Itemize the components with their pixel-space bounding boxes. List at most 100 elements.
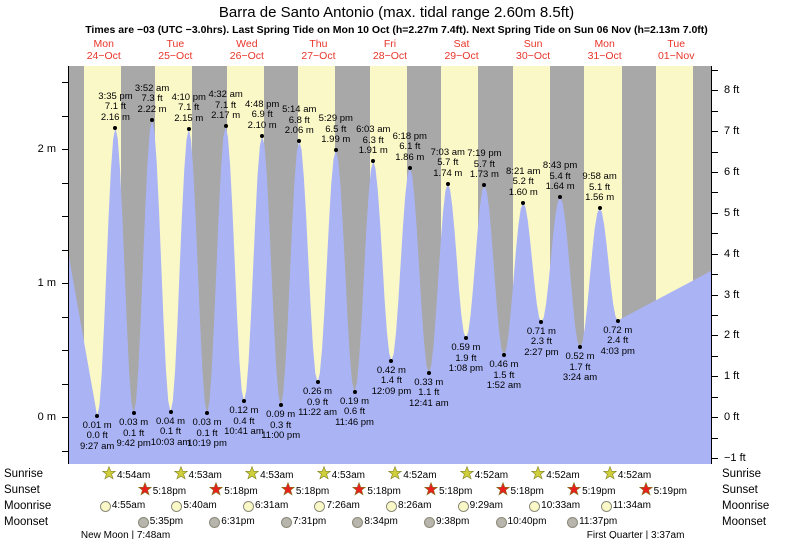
almanac-panel: Sunrise Sunrise Sunset Sunset Moonrise Moonri… [0,465,793,539]
tide-label-line: 0.1 ft [196,427,218,439]
almanac-moonrise-entry: 10:33am [529,498,580,515]
tide-label-line: 10:03 am [150,436,191,448]
high-tide-marker [597,206,602,211]
star-icon [280,481,296,502]
high-tide-label: 8:43 pm 5.4 ft 1.64 m [543,161,577,193]
tide-label-line: 10:41 am [224,426,264,438]
tide-label-line: 7:19 pm [467,148,502,160]
moonset-icon [280,516,292,528]
moonset-icon [352,516,364,528]
almanac-row-label-moonset: Moonset [4,516,49,528]
tide-label-line: 9:42 pm [116,438,151,450]
high-tide-label: 3:35 pm 7.1 ft 2.16 m [98,90,133,124]
star-icon [316,465,331,486]
tide-label-line: 3:35 pm [98,90,133,102]
low-tide-marker [278,403,283,408]
tide-label-line: 7.3 ft [141,93,163,105]
almanac-sunset-time: 5:18pm [510,486,544,497]
axis-tick [62,149,68,151]
moonset-icon [137,516,149,528]
tide-label-line: 11:22 am [298,407,337,419]
high-tide-marker [407,165,412,170]
tide-label-line: 0.3 ft [270,419,292,431]
moonrise-icon [600,500,612,512]
low-tide-marker [615,318,620,323]
axis-tick [62,350,68,352]
tide-label-line: 2.06 m [284,125,314,137]
almanac-sunset-time: 5:18pm [224,486,258,497]
tide-label-line: 5:29 pm [318,113,353,125]
axis-tick [712,151,718,153]
high-tide-label: 7:19 pm 5.7 ft 1.73 m [467,149,501,181]
star-icon [137,481,153,502]
axis-tick [712,212,718,214]
almanac-sunrise-time: 4:52am [546,470,580,481]
high-tide-label: 3:52 am 7.3 ft 2.22 m [135,83,169,116]
low-tide-marker [352,389,357,394]
almanac-moonrise-time: 8:26am [398,500,432,511]
tide-label-line: 0.26 m [303,386,333,398]
almanac-sunset-time: 5:18pm [295,486,330,497]
almanac-moonrise-entry: 8:26am [386,498,431,515]
high-tide-marker [186,126,191,131]
tide-label-line: 0.09 m [266,409,296,421]
day-header-date: 24−Oct [86,50,121,62]
tide-label-line: 1:08 pm [448,363,484,375]
low-tide-label: 0.03 m 0.1 ft 9:42 pm [117,418,151,450]
almanac-moonset-entry: 7:31pm [280,514,326,531]
star-icon [209,481,224,502]
axis-tick [712,437,718,439]
tide-curve [69,119,711,464]
tide-label-line: 6.1 ft [399,141,421,153]
tide-label-line: 9:58 am [582,171,617,183]
almanac-sunrise-time: 4:53am [331,470,365,481]
almanac-moonset-entry: 5:35pm [137,514,183,531]
tide-label-line: 11:46 pm [335,416,374,428]
low-tide-label: 0.09 m 0.3 ft 11:00 pm [261,410,300,442]
low-tide-label: 0.26 m 0.9 ft 11:22 am [298,387,337,419]
almanac-sunrise-time: 4:53am [260,470,294,481]
moonset-icon [567,516,579,528]
tide-label-line: 5.7 ft [437,157,459,169]
tide-label-line: 7.1 ft [215,99,237,111]
axis-tick [712,90,718,92]
axis-tick [712,376,718,378]
moonrise-icon [529,500,541,512]
tide-label-line: 7:03 am [430,146,465,158]
tide-label-line: 1.7 ft [569,361,591,373]
tide-label-line: 1.4 ft [380,375,402,387]
tide-label-line: 0.4 ft [233,415,255,427]
almanac-sunrise-entry: 4:53am [244,465,294,486]
tide-label-line: 5.2 ft [512,176,534,188]
high-tide-label: 4:48 pm 6.9 ft 2.10 m [245,99,279,132]
axis-right-label: 8 ft [724,84,740,97]
almanac-sunrise-entry: 4:54am [101,465,150,486]
low-tide-label: 0.42 m 1.4 ft 12:09 pm [372,365,412,398]
almanac-sunset-entry: 5:18pm [280,481,330,502]
low-tide-marker [426,370,431,375]
low-tide-marker [578,345,583,350]
almanac-moonset-entry: 8:34pm [352,514,398,531]
moon-phase-caption: New Moon | 7:48am [80,530,171,539]
low-tide-marker [95,413,100,418]
high-tide-marker [558,195,563,200]
high-tide-label: 5:29 pm 6.5 ft 1.99 m [319,114,353,146]
axis-tick [712,253,718,255]
low-tide-marker [389,358,394,363]
almanac-moonrise-entry: 7:26am [314,498,360,515]
axis-tick [62,182,68,184]
axis-tick [712,396,718,398]
high-tide-label: 6:03 am 6.3 ft 1.91 m [356,125,390,157]
tide-label-line: 7.1 ft [104,101,127,113]
low-tide-marker [501,353,506,358]
high-tide-marker [297,139,302,144]
star-icon [101,465,117,486]
tide-label-line: 1.60 m [508,186,538,198]
star-icon [352,481,367,502]
almanac-moonrise-time: 7:26am [326,500,360,511]
low-tide-label: 0.72 m 2.4 ft 4:03 pm [601,325,635,358]
almanac-moonset-entry: 9:38pm [423,514,469,531]
high-tide-label: 7:03 am 5.7 ft 1.74 m [430,146,465,180]
almanac-row-label-sunset: Sunset [722,484,758,496]
moonrise-icon [386,500,398,512]
